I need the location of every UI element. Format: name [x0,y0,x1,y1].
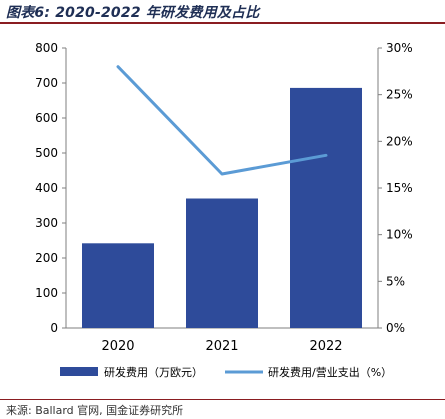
left-tick-label: 200 [35,251,58,265]
ratio-line [116,65,328,176]
left-tick-label: 700 [35,76,58,90]
x-tick-label: 2020 [101,339,134,354]
left-tick-label: 0 [50,321,58,335]
left-tick-label: 800 [35,41,58,55]
source-note: 来源: Ballard 官网, 国金证券研究所 [6,404,184,417]
right-tick-label: 5% [386,274,405,288]
line-series [116,65,328,176]
right-tick-label: 30% [386,41,413,55]
x-tick-label: 2021 [205,339,238,354]
left-tick-label: 600 [35,111,58,125]
bar-2020 [82,243,154,328]
bar-2022 [290,87,362,329]
right-tick-label: 15% [386,181,413,195]
legend-line-label: 研发费用/营业支出（%） [268,365,392,379]
left-tick-label: 100 [35,286,58,300]
legend-bar-swatch [60,367,98,376]
source-divider [0,399,445,400]
axis-labels: 0 100 200 300 400 500 600 700 800 0% 5% 10% 15% 20% 25… [35,41,413,354]
figure-title: 图表6: 2020-2022 年研发费用及占比 [6,5,260,21]
bar-2021 [186,198,258,328]
left-tick-label: 300 [35,216,58,230]
right-tick-label: 20% [386,134,413,148]
right-tick-label: 10% [386,228,413,242]
chart-legend: 研发费用（万欧元） 研发费用/营业支出（%） [60,365,392,379]
title-divider [0,22,445,24]
right-tick-label: 25% [386,88,413,102]
left-tick-label: 500 [35,146,58,160]
left-tick-label: 400 [35,181,58,195]
x-tick-label: 2022 [309,339,342,354]
legend-bar-label: 研发费用（万欧元） [104,365,203,379]
right-tick-label: 0% [386,321,405,335]
bar-series [82,87,362,329]
